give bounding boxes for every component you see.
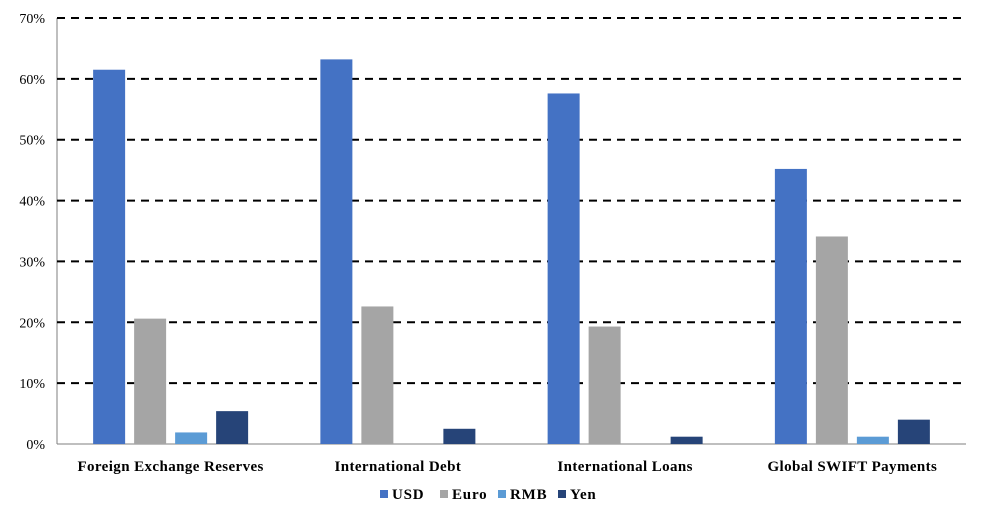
legend-swatch-euro <box>440 490 448 498</box>
category-label: International Debt <box>334 459 461 475</box>
legend-label-rmb: RMB <box>510 487 547 503</box>
bar-usd <box>774 168 807 444</box>
legend-swatch-usd <box>380 490 388 498</box>
category-label: Foreign Exchange Reserves <box>77 459 263 475</box>
y-tick-label: 50% <box>19 134 45 149</box>
legend-label-yen: Yen <box>570 487 597 503</box>
legend-swatch-rmb <box>498 490 506 498</box>
bar-rmb <box>856 436 889 444</box>
category-label: International Loans <box>557 459 693 475</box>
bar-yen <box>216 411 249 444</box>
legend-label-euro: Euro <box>452 487 487 503</box>
y-tick-label: 40% <box>19 195 45 210</box>
y-tick-label: 70% <box>19 12 45 27</box>
y-tick-label: 30% <box>19 255 45 270</box>
y-tick-label: 0% <box>26 438 45 453</box>
y-tick-label: 60% <box>19 73 45 88</box>
bar-yen <box>897 419 930 444</box>
bar-euro <box>815 236 848 444</box>
category-label: Global SWIFT Payments <box>767 459 937 475</box>
bar-euro <box>134 318 167 444</box>
bar-usd <box>320 59 353 444</box>
bar-usd <box>547 93 580 444</box>
bar-euro <box>588 326 621 444</box>
bar-yen <box>443 428 476 444</box>
bar-rmb <box>175 432 208 444</box>
y-tick-label: 10% <box>19 377 45 392</box>
legend-label-usd: USD <box>392 487 424 503</box>
bar-usd <box>93 69 126 444</box>
bar-yen <box>670 436 703 444</box>
y-tick-label: 20% <box>19 316 45 331</box>
legend-swatch-yen <box>558 490 566 498</box>
bar-euro <box>361 306 394 444</box>
